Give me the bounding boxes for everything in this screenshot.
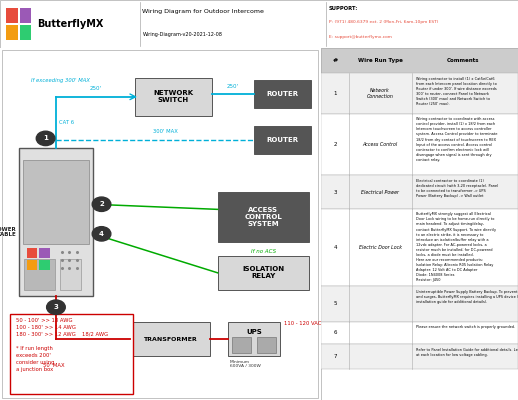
Text: Comments: Comments <box>447 58 479 63</box>
Text: Electric Door Lock: Electric Door Lock <box>358 245 402 250</box>
Text: 4: 4 <box>99 231 104 237</box>
Circle shape <box>92 197 111 212</box>
FancyBboxPatch shape <box>27 260 37 270</box>
FancyBboxPatch shape <box>228 322 280 356</box>
Text: POWER
CABLE: POWER CABLE <box>0 226 17 238</box>
FancyBboxPatch shape <box>19 148 93 296</box>
Text: Electrical Power: Electrical Power <box>361 190 399 195</box>
FancyBboxPatch shape <box>27 248 37 258</box>
FancyBboxPatch shape <box>321 286 518 322</box>
Text: 3: 3 <box>53 304 59 310</box>
Text: 300' MAX: 300' MAX <box>153 129 178 134</box>
FancyBboxPatch shape <box>20 25 31 40</box>
FancyBboxPatch shape <box>2 50 318 398</box>
FancyBboxPatch shape <box>23 160 89 244</box>
Text: ButterflyMX strongly suggest all Electrical
Door Lock wiring to be home-run dire: ButterflyMX strongly suggest all Electri… <box>415 212 496 282</box>
FancyBboxPatch shape <box>39 248 50 258</box>
Text: Network
Connection: Network Connection <box>367 88 394 99</box>
FancyBboxPatch shape <box>130 322 210 356</box>
Text: 110 - 120 VAC: 110 - 120 VAC <box>284 321 321 326</box>
Text: 50' MAX: 50' MAX <box>43 363 65 368</box>
FancyBboxPatch shape <box>321 73 518 114</box>
Circle shape <box>36 131 55 146</box>
FancyBboxPatch shape <box>39 260 50 270</box>
FancyBboxPatch shape <box>254 126 311 154</box>
Text: If exceeding 300' MAX: If exceeding 300' MAX <box>31 78 90 83</box>
Text: Refer to Panel Installation Guide for additional details. Leave 6" service loop
: Refer to Panel Installation Guide for ad… <box>415 348 518 357</box>
Text: 5: 5 <box>333 302 337 306</box>
FancyBboxPatch shape <box>257 337 276 353</box>
FancyBboxPatch shape <box>6 25 18 40</box>
Text: 2: 2 <box>99 201 104 207</box>
Text: Electrical contractor to coordinate (1)
dedicated circuit (with 3-20 receptacle): Electrical contractor to coordinate (1) … <box>415 179 498 198</box>
Text: SUPPORT:: SUPPORT: <box>329 6 358 11</box>
Text: CAT 6: CAT 6 <box>59 120 74 125</box>
Text: Wire Run Type: Wire Run Type <box>358 58 402 63</box>
FancyBboxPatch shape <box>135 78 212 116</box>
Text: TRANSFORMER: TRANSFORMER <box>143 337 197 342</box>
FancyBboxPatch shape <box>20 8 31 23</box>
FancyBboxPatch shape <box>6 8 18 23</box>
Text: P: (971) 480.6379 ext. 2 (Mon-Fri, 6am-10pm EST): P: (971) 480.6379 ext. 2 (Mon-Fri, 6am-1… <box>329 20 438 24</box>
Text: Wiring-Diagram-v20-2021-12-08: Wiring-Diagram-v20-2021-12-08 <box>142 32 222 37</box>
Text: ButterflyMX: ButterflyMX <box>37 19 104 29</box>
FancyBboxPatch shape <box>232 337 251 353</box>
Text: Wiring contractor to coordinate with access
control provider, install (1) x 18/2: Wiring contractor to coordinate with acc… <box>415 117 497 162</box>
Text: ROUTER: ROUTER <box>266 91 298 97</box>
FancyBboxPatch shape <box>321 322 518 344</box>
Text: Please ensure the network switch is properly grounded.: Please ensure the network switch is prop… <box>415 325 515 329</box>
Text: 250': 250' <box>89 86 102 92</box>
FancyBboxPatch shape <box>254 80 311 108</box>
Text: 250': 250' <box>227 84 239 89</box>
FancyBboxPatch shape <box>321 114 518 176</box>
FancyBboxPatch shape <box>321 48 518 73</box>
Text: Wiring contractor to install (1) x Cat5e/Cat6
from each Intercom panel location : Wiring contractor to install (1) x Cat5e… <box>415 77 497 106</box>
Text: Uninterruptible Power Supply Battery Backup. To prevent voltage drops
and surges: Uninterruptible Power Supply Battery Bac… <box>415 290 518 304</box>
Text: 2: 2 <box>333 142 337 147</box>
FancyBboxPatch shape <box>218 256 309 290</box>
FancyBboxPatch shape <box>321 209 518 286</box>
Text: #: # <box>333 58 338 63</box>
Text: 6: 6 <box>333 330 337 336</box>
FancyBboxPatch shape <box>321 176 518 209</box>
Text: Access Control: Access Control <box>363 142 398 147</box>
FancyBboxPatch shape <box>321 48 518 400</box>
FancyBboxPatch shape <box>60 259 81 290</box>
Text: If no ACS: If no ACS <box>251 249 276 254</box>
Text: ISOLATION
RELAY: ISOLATION RELAY <box>242 266 284 279</box>
Text: Wiring Diagram for Outdoor Intercome: Wiring Diagram for Outdoor Intercome <box>142 10 264 14</box>
Text: 50 - 100' >> 18 AWG
100 - 180' >> 14 AWG
180 - 300' >> 12 AWG

* If run length
e: 50 - 100' >> 18 AWG 100 - 180' >> 14 AWG… <box>16 318 76 372</box>
FancyBboxPatch shape <box>321 344 518 369</box>
Text: NETWORK
SWITCH: NETWORK SWITCH <box>153 90 194 103</box>
Text: 4: 4 <box>333 245 337 250</box>
FancyBboxPatch shape <box>0 0 518 48</box>
Text: 18/2 AWG: 18/2 AWG <box>82 331 108 336</box>
FancyBboxPatch shape <box>218 192 309 242</box>
FancyBboxPatch shape <box>10 314 133 394</box>
Circle shape <box>47 300 65 314</box>
Text: 7: 7 <box>333 354 337 359</box>
Circle shape <box>92 227 111 241</box>
Text: E: support@butterflymx.com: E: support@butterflymx.com <box>329 36 392 40</box>
Text: 3: 3 <box>333 190 337 195</box>
Text: ROUTER: ROUTER <box>266 137 298 143</box>
Text: ACCESS
CONTROL
SYSTEM: ACCESS CONTROL SYSTEM <box>244 207 282 227</box>
Text: 1: 1 <box>333 91 337 96</box>
Text: UPS: UPS <box>246 329 262 335</box>
Text: Minimum
600VA / 300W: Minimum 600VA / 300W <box>230 360 261 368</box>
Text: 1: 1 <box>43 135 48 142</box>
FancyBboxPatch shape <box>24 259 55 290</box>
